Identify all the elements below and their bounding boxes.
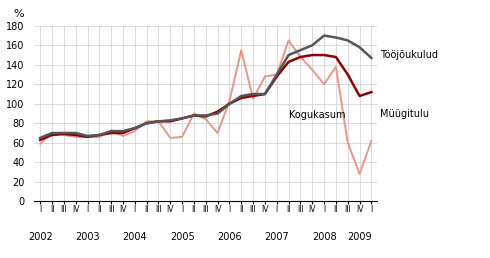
Text: Tööjõukulud: Tööjõukulud bbox=[380, 50, 438, 60]
Text: 2008: 2008 bbox=[312, 232, 337, 242]
Text: Müügitulu: Müügitulu bbox=[380, 109, 429, 119]
Text: 2003: 2003 bbox=[75, 232, 100, 242]
Text: 2007: 2007 bbox=[265, 232, 289, 242]
Text: 2005: 2005 bbox=[170, 232, 195, 242]
Text: 2006: 2006 bbox=[217, 232, 242, 242]
Text: %: % bbox=[14, 9, 24, 19]
Text: Kogukasum: Kogukasum bbox=[289, 110, 345, 120]
Text: 2009: 2009 bbox=[347, 232, 372, 242]
Text: 2002: 2002 bbox=[28, 232, 52, 242]
Text: 2004: 2004 bbox=[122, 232, 147, 242]
